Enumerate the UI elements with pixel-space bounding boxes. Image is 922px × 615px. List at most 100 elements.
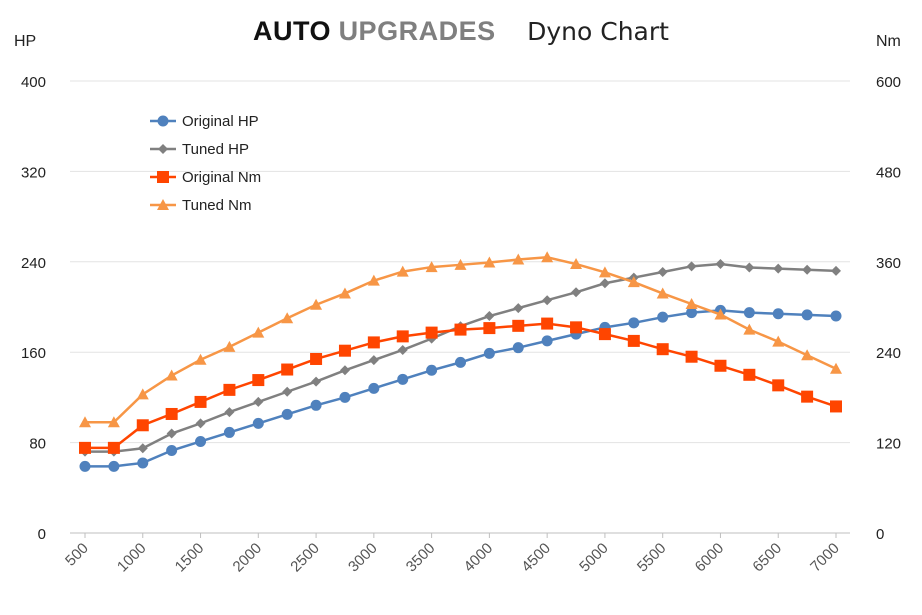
data-point <box>512 253 525 265</box>
data-point <box>426 364 438 376</box>
data-point <box>802 264 813 275</box>
data-point <box>194 395 207 408</box>
data-point <box>570 321 583 334</box>
data-point <box>223 383 236 396</box>
chart-title: AUTO UPGRADES Dyno Chart <box>0 16 922 47</box>
data-point <box>628 317 640 329</box>
data-point <box>541 251 554 263</box>
x-tick-label: 500 <box>62 540 92 570</box>
data-point <box>368 355 379 366</box>
legend-label: Original HP <box>182 113 259 130</box>
data-point <box>772 308 784 320</box>
x-tick-label: 2500 <box>287 540 323 576</box>
data-point <box>311 376 322 387</box>
data-point <box>108 460 120 472</box>
data-point <box>252 417 264 429</box>
data-point <box>483 256 496 268</box>
data-point <box>512 319 525 332</box>
data-point <box>627 276 640 288</box>
data-point <box>136 419 149 432</box>
series-tuned-nm <box>79 251 842 428</box>
data-point <box>397 373 409 385</box>
data-point <box>166 445 178 457</box>
data-point <box>397 344 408 355</box>
data-point <box>454 323 467 336</box>
data-point <box>743 323 756 335</box>
data-point <box>281 363 294 376</box>
data-point <box>339 391 351 403</box>
data-point <box>685 297 698 309</box>
data-point <box>801 309 813 321</box>
right-axis-label: Nm <box>876 33 901 50</box>
data-point <box>223 340 236 352</box>
data-point <box>310 399 322 411</box>
data-point <box>598 328 611 341</box>
data-point <box>252 326 265 338</box>
data-point <box>338 287 351 299</box>
data-point <box>656 287 669 299</box>
data-point <box>599 278 610 289</box>
chart-subtitle: Dyno Chart <box>527 17 669 46</box>
series-original-nm <box>79 317 842 454</box>
data-point <box>801 390 814 403</box>
data-point <box>195 435 207 447</box>
data-point <box>137 443 148 454</box>
left-axis-label: HP <box>14 33 36 50</box>
legend-marker <box>158 144 168 154</box>
data-point <box>801 349 814 361</box>
data-point <box>165 407 178 420</box>
data-point <box>483 322 496 335</box>
data-point <box>224 407 235 418</box>
left-tick-label: 240 <box>21 255 46 272</box>
left-tick-label: 80 <box>29 436 46 453</box>
left-tick-label: 400 <box>21 74 46 91</box>
data-point <box>396 265 409 277</box>
data-point <box>195 418 206 429</box>
data-point <box>830 362 842 374</box>
right-tick-label: 600 <box>876 74 901 91</box>
data-point <box>194 353 207 365</box>
data-point <box>367 274 380 286</box>
data-point <box>425 326 438 339</box>
data-point <box>743 307 755 319</box>
data-point <box>541 335 553 347</box>
legend-item: Tuned HP <box>150 141 249 158</box>
data-point <box>686 261 697 272</box>
legend-item: Original HP <box>150 113 259 130</box>
legend-item: Tuned Nm <box>150 197 251 214</box>
data-point <box>570 258 583 270</box>
data-point <box>657 311 669 323</box>
data-point <box>657 266 668 277</box>
data-point <box>571 287 582 298</box>
data-point <box>107 441 120 454</box>
data-point <box>454 258 467 270</box>
data-point <box>166 428 177 439</box>
data-point <box>743 368 756 381</box>
data-point <box>425 261 438 273</box>
x-tick-label: 3000 <box>345 540 381 576</box>
data-point <box>165 369 178 381</box>
data-point <box>310 352 323 365</box>
data-point <box>685 350 698 363</box>
right-tick-label: 0 <box>876 526 884 543</box>
data-point <box>367 336 380 349</box>
data-point <box>281 408 293 420</box>
legend-marker <box>157 199 169 210</box>
data-point <box>542 295 553 306</box>
right-tick-label: 480 <box>876 164 901 181</box>
data-point <box>253 396 264 407</box>
left-tick-label: 0 <box>38 526 46 543</box>
data-point <box>541 317 554 330</box>
legend-marker <box>157 171 169 183</box>
data-point <box>79 416 91 428</box>
right-tick-label: 120 <box>876 436 901 453</box>
data-point <box>136 388 149 400</box>
data-point <box>686 307 698 319</box>
x-tick-label: 2000 <box>230 540 266 576</box>
data-point <box>513 303 524 314</box>
legend-item: Original Nm <box>150 169 261 186</box>
legend-label: Original Nm <box>182 169 261 186</box>
x-tick-label: 3500 <box>403 540 439 576</box>
left-tick-label: 160 <box>21 345 46 362</box>
